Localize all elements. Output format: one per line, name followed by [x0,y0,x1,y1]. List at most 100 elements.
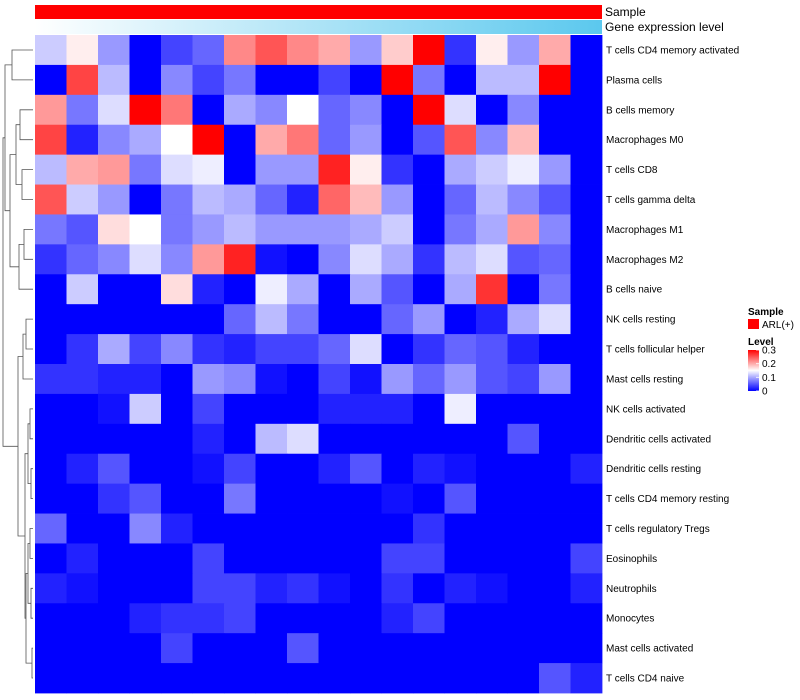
heatmap-cell [161,483,193,514]
heatmap-cell [444,274,477,305]
heatmap-cell [224,483,256,514]
heatmap-cell [476,35,508,66]
heatmap-cell [161,184,193,215]
heatmap-cell [539,154,571,185]
heatmap-cell [192,603,225,634]
heatmap-cell [255,663,288,694]
heatmap-cell [381,663,414,694]
heatmap-cell [98,64,130,96]
heatmap-cell [413,334,445,365]
heatmap-cell [476,94,508,126]
heatmap-cell [192,64,225,96]
heatmap-cell [224,64,256,96]
heatmap-cell [35,94,67,126]
heatmap-cell [570,304,603,335]
heatmap-cell [66,64,99,96]
heatmap-cell [476,513,508,544]
heatmap-cell [255,334,288,365]
heatmap-cell [287,184,319,215]
heatmap-cell [413,573,445,604]
heatmap-cell [507,334,540,365]
heatmap-cell [350,154,382,185]
heatmap-cell [570,513,603,544]
heatmap-cell [539,573,571,604]
heatmap-cell [129,513,162,544]
heatmap-cell [413,35,445,66]
heatmap-cell [224,364,256,395]
heatmap-cell [66,663,99,694]
heatmap-cell [476,214,508,245]
heatmap-cell [507,663,540,694]
heatmap-cell [507,304,540,335]
heatmap-cell [129,603,162,634]
heatmap-cell [539,453,571,485]
heatmap-cell [129,483,162,514]
heatmap-cell [287,513,319,544]
heatmap-cells [35,35,603,694]
heatmap-cell [570,274,603,305]
heatmap-cell [66,274,99,305]
heatmap-cell [476,334,508,365]
heatmap-cell [161,453,193,485]
sample-annotation-bar [35,5,602,19]
heatmap-cell [66,214,99,245]
heatmap-cell [98,603,130,634]
heatmap-cell [129,214,162,245]
heatmap-cell [350,423,382,455]
heatmap-cell [192,663,225,694]
heatmap-cell [35,513,67,544]
heatmap-cell [224,573,256,604]
column-annotations: Sample Gene expression level [35,5,724,34]
heatmap-cell [318,64,351,96]
heatmap-cell [255,603,288,634]
heatmap-cell [476,423,508,455]
heatmap-cell [129,94,162,126]
heatmap-cell [413,94,445,126]
heatmap-cell [444,633,477,664]
heatmap-cell [507,244,540,275]
row-dendrogram [2,49,33,679]
heatmap-cell [98,483,130,514]
heatmap-cell [381,304,414,335]
dendrogram-branch [31,647,33,679]
heatmap-cell [66,483,99,514]
heatmap-cell [35,573,67,604]
heatmap-cell [161,663,193,694]
heatmap-cell [98,513,130,544]
heatmap-cell [318,364,351,395]
heatmap-cell [570,573,603,604]
heatmap-cell [381,513,414,544]
heatmap-cell [255,214,288,245]
heatmap-cell [318,423,351,455]
legend-tick-label: 0.2 [762,359,776,370]
row-label: Mast cells activated [606,644,693,655]
heatmap-cell [66,124,99,156]
heatmap-cell [161,94,193,126]
heatmap-cell [98,543,130,574]
heatmap-cell [98,304,130,335]
heatmap-cell [444,304,477,335]
heatmap-cell [381,573,414,604]
heatmap-cell [98,94,130,126]
heatmap-cell [35,304,67,335]
heatmap-cell [413,423,445,455]
heatmap-cell [255,483,288,514]
row-label: T cells gamma delta [606,195,696,206]
heatmap-cell [287,274,319,305]
heatmap-cell [507,633,540,664]
heatmap-cell [318,184,351,215]
heatmap-cell [570,543,603,574]
heatmap-cell [35,214,67,245]
heatmap-cell [381,274,414,305]
heatmap-cell [318,483,351,514]
heatmap-cell [66,244,99,275]
heatmap-cell [35,364,67,395]
heatmap-cell [318,573,351,604]
heatmap-cell [192,513,225,544]
heatmap-cell [192,573,225,604]
heatmap-cell [35,35,67,66]
row-label: Neutrophils [606,584,657,595]
dendrogram-branch [30,468,33,499]
heatmap-cell [350,184,382,215]
